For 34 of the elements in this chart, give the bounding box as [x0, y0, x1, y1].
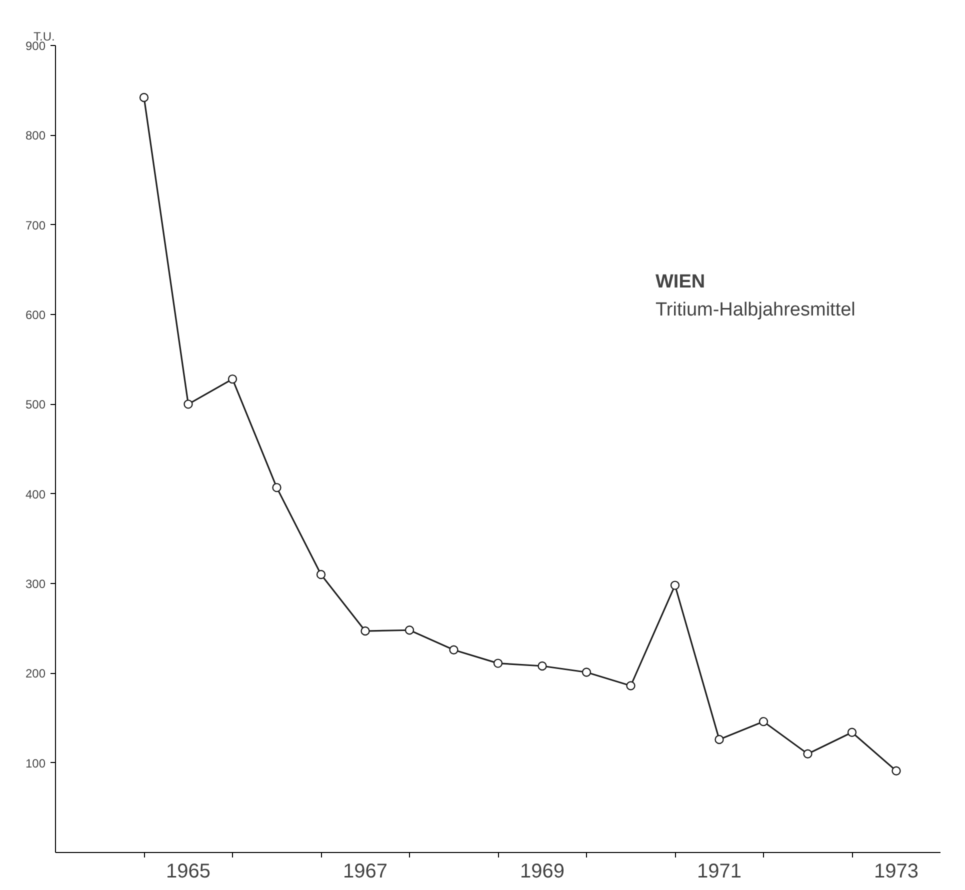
point — [316, 570, 326, 580]
x-tick-label: 1965 — [166, 860, 211, 882]
point — [538, 661, 547, 671]
x-tick-label: 1969 — [520, 860, 565, 882]
y-tick-label: 100 — [25, 756, 46, 770]
x-tick-label: 1967 — [343, 860, 388, 882]
point — [758, 716, 768, 726]
point — [892, 766, 901, 776]
point — [360, 626, 370, 636]
x-tick-label: 1973 — [874, 860, 919, 882]
point — [582, 668, 592, 677]
y-tick-label: 800 — [25, 128, 46, 143]
point — [626, 681, 636, 690]
text: WIEN — [656, 272, 706, 292]
text: Tritium-Halbjahresmittel — [656, 300, 856, 320]
y-tick-label: 200 — [25, 666, 46, 681]
point — [228, 374, 238, 384]
y-tick-label: 900 — [25, 39, 46, 53]
point — [493, 658, 503, 668]
point — [449, 645, 458, 654]
y-tick-label: 700 — [25, 218, 46, 232]
y-tick-label: 600 — [25, 308, 46, 322]
point — [714, 734, 724, 744]
point — [139, 92, 149, 102]
y-tick-label: 300 — [25, 577, 46, 591]
x-tick-label: 1971 — [697, 860, 742, 882]
y-tick-label: 500 — [25, 398, 46, 412]
point — [847, 728, 857, 737]
point — [404, 626, 414, 635]
point — [272, 482, 282, 492]
point — [670, 580, 680, 590]
y-tick-label: 400 — [25, 487, 46, 502]
point — [803, 749, 812, 758]
point — [184, 400, 193, 409]
